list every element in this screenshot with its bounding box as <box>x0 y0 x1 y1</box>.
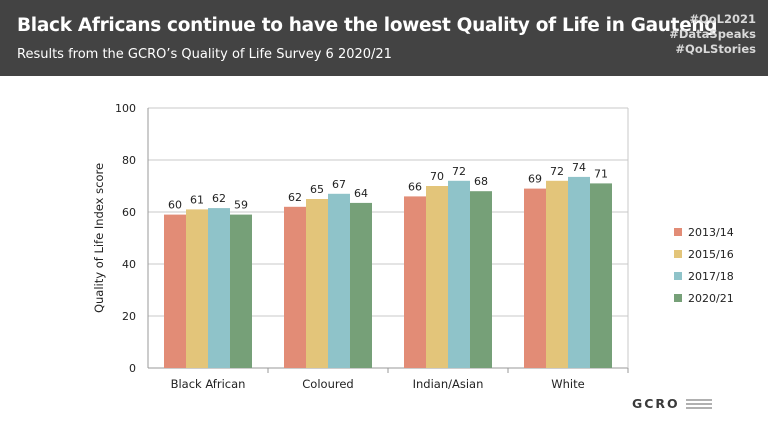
bar <box>208 208 230 368</box>
x-tick-label: White <box>551 377 584 391</box>
hashtag-qolstories: #QoLStories <box>675 42 756 56</box>
data-label: 71 <box>594 167 608 180</box>
legend-item-2017-18: 2017/18 <box>674 265 734 287</box>
data-label: 67 <box>332 178 346 191</box>
data-label: 61 <box>190 193 204 206</box>
y-tick-label: 80 <box>122 154 136 167</box>
legend-swatch <box>674 272 682 280</box>
x-tick-label: Indian/Asian <box>413 377 484 391</box>
legend-item-2015-16: 2015/16 <box>674 243 734 265</box>
bar <box>448 180 470 368</box>
data-label: 68 <box>474 175 488 188</box>
y-tick-label: 0 <box>129 362 136 375</box>
legend-swatch <box>674 228 682 236</box>
legend-item-2013-14: 2013/14 <box>674 221 734 243</box>
data-label: 72 <box>550 165 564 178</box>
data-label: 65 <box>310 183 324 196</box>
bar <box>426 186 448 368</box>
bar <box>164 214 186 368</box>
x-tick-label: Coloured <box>302 377 353 391</box>
y-tick-label: 20 <box>122 310 136 323</box>
gcro-logo: GCRO <box>632 396 712 411</box>
legend-item-2020-21: 2020/21 <box>674 287 734 309</box>
bar <box>284 206 306 368</box>
y-tick-label: 60 <box>122 206 136 219</box>
data-label: 64 <box>354 187 368 200</box>
bar <box>568 176 590 368</box>
data-label: 62 <box>288 191 302 204</box>
bar <box>230 214 252 368</box>
hashtag-dataspeaks: #DataSpeaks <box>669 27 756 41</box>
data-label: 62 <box>212 192 226 205</box>
data-label: 69 <box>528 173 542 186</box>
legend-swatch <box>674 250 682 258</box>
data-label: 60 <box>168 199 182 212</box>
y-axis-title: Quality of Life Index score <box>92 163 106 313</box>
x-tick-label: Black African <box>171 377 246 391</box>
legend-label: 2017/18 <box>688 269 734 283</box>
y-tick-label: 40 <box>122 258 136 271</box>
logo-text: GCRO <box>632 396 680 411</box>
bar <box>328 193 350 368</box>
bar <box>470 191 492 368</box>
data-label: 70 <box>430 170 444 183</box>
chart-title: Black Africans continue to have the lowe… <box>17 15 718 36</box>
bar <box>306 199 328 368</box>
data-label: 72 <box>452 165 466 178</box>
data-label: 74 <box>572 161 586 174</box>
legend: 2013/14 2015/16 2017/18 2020/21 <box>674 221 734 309</box>
chart-subtitle: Results from the GCRO’s Quality of Life … <box>17 47 392 62</box>
hashtags: #QoL2021 #DataSpeaks #QoLStories <box>669 12 756 57</box>
legend-label: 2013/14 <box>688 225 734 239</box>
bar <box>404 196 426 368</box>
bar <box>350 202 372 368</box>
hashtag-qol2021: #QoL2021 <box>689 12 756 26</box>
logo-tagline-graphic <box>685 397 712 411</box>
data-label: 59 <box>234 199 248 212</box>
bar <box>546 180 568 368</box>
legend-swatch <box>674 294 682 302</box>
legend-label: 2015/16 <box>688 247 734 261</box>
data-label: 66 <box>408 180 422 193</box>
header-bar: Black Africans continue to have the lowe… <box>0 0 768 76</box>
y-tick-label: 100 <box>115 102 136 115</box>
bar <box>524 188 546 368</box>
legend-label: 2020/21 <box>688 291 734 305</box>
bar <box>590 183 612 368</box>
bar <box>186 209 208 368</box>
